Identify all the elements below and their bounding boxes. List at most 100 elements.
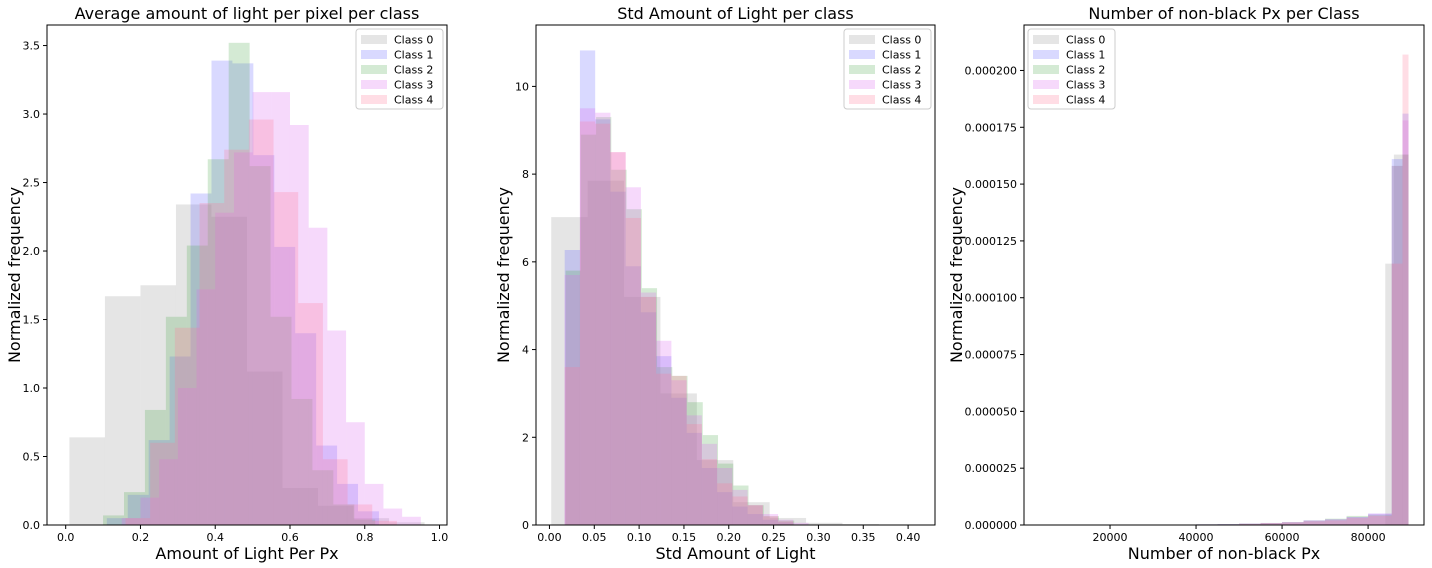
bar-class-3-bin-11 xyxy=(732,489,748,525)
legend-swatch-class-3 xyxy=(361,80,387,89)
x-tick-label: 0.4 xyxy=(206,531,224,544)
x-tick-label: 0.0 xyxy=(57,531,75,544)
series-class-1 xyxy=(106,60,379,526)
bar-class-4-bin-14 xyxy=(778,521,794,525)
bar-class-4-bin-8 xyxy=(322,459,348,525)
bar-class-1-bin-9 xyxy=(701,467,718,525)
bar-class-3-bin-4 xyxy=(196,289,216,525)
legend-label-class-1: Class 1 xyxy=(1066,49,1105,62)
bar-class-1-bin-9 xyxy=(1391,159,1403,525)
bar-class-3-bin-6 xyxy=(233,152,253,525)
y-tick-label: 3.0 xyxy=(23,108,41,121)
bar-class-4-bin-6 xyxy=(273,192,299,525)
bar-class-3-bin-5 xyxy=(640,292,657,525)
x-tick-label: 0.35 xyxy=(851,531,876,544)
legend-label-class-1: Class 1 xyxy=(394,49,433,62)
x-tick-label: 0.40 xyxy=(896,531,921,544)
bar-class-1-bin-1 xyxy=(579,50,596,525)
bar-class-1-bin-5 xyxy=(1303,520,1326,525)
bar-class-2-bin-5 xyxy=(641,288,658,525)
y-tick-label: 0.000075 xyxy=(965,349,1018,362)
x-tick-label: 0.25 xyxy=(761,531,786,544)
bar-class-3-bin-12 xyxy=(346,422,365,525)
x-tick-label: 40000 xyxy=(1179,531,1214,544)
bar-class-4-bin-3 xyxy=(610,152,626,525)
bar-class-2-bin-14 xyxy=(778,520,795,525)
bar-class-1-bin-6 xyxy=(656,356,672,525)
legend: Class 0 Class 1 Class 2 Class 3 Class 4 xyxy=(843,28,932,110)
bar-class-1-bin-10 xyxy=(717,492,733,525)
bar-class-1-bin-0 xyxy=(564,250,580,525)
legend-swatch-class-3 xyxy=(849,80,875,89)
series-class-3 xyxy=(121,92,421,526)
chart-title: Number of non-black Px per Class xyxy=(1088,4,1359,23)
bar-class-1-bin-1 xyxy=(127,494,149,525)
bar-class-0-bin-4 xyxy=(696,460,734,525)
bar-class-1-bin-7 xyxy=(1346,517,1369,525)
bar-class-2-bin-13 xyxy=(763,516,779,525)
legend-label-class-0: Class 0 xyxy=(882,34,921,47)
y-tick-label: 1.5 xyxy=(23,314,41,327)
x-tick-label: 0.8 xyxy=(356,531,374,544)
bar-class-4-bin-6 xyxy=(656,373,672,525)
y-tick-label: 0.000200 xyxy=(965,64,1018,77)
bar-class-2-bin-9 xyxy=(291,398,313,525)
bar-class-2-bin-10 xyxy=(312,470,334,525)
y-tick-label: 8 xyxy=(522,168,529,181)
legend-label-class-0: Class 0 xyxy=(394,34,433,47)
series-class-1 xyxy=(1196,113,1409,525)
bar-class-3-bin-2 xyxy=(1239,523,1261,525)
bar-class-2-bin-3 xyxy=(165,316,187,525)
series-class-3 xyxy=(564,108,809,525)
y-tick-label: 0.0 xyxy=(23,519,41,532)
bar-class-3-bin-5 xyxy=(1303,520,1326,525)
bar-class-4-bin-4 xyxy=(224,149,249,525)
legend-swatch-class-4 xyxy=(1033,95,1059,104)
legend-box xyxy=(843,28,932,110)
bar-class-4-bin-0 xyxy=(1239,523,1261,525)
y-tick-label: 1.0 xyxy=(23,382,41,395)
series-class-0 xyxy=(1385,154,1409,526)
bar-class-2-bin-6 xyxy=(228,42,250,526)
bar-class-0-bin-8 xyxy=(353,518,390,525)
bar-class-0-bin-9 xyxy=(389,522,425,525)
bar-class-3-bin-12 xyxy=(747,505,763,525)
bar-class-1-bin-7 xyxy=(671,397,687,525)
legend-swatch-class-0 xyxy=(361,35,387,44)
chart-title: Average amount of light per pixel per cl… xyxy=(75,4,420,23)
y-tick-label: 0 xyxy=(522,519,529,532)
bar-class-3-bin-13 xyxy=(364,483,384,525)
axes-frame xyxy=(46,24,448,526)
y-axis-label: Normalized frequency xyxy=(494,187,513,363)
bar-class-2-bin-4 xyxy=(1282,522,1304,525)
y-tick-label: 0.000125 xyxy=(965,235,1018,248)
bar-class-1-bin-8 xyxy=(1368,513,1392,525)
bar-class-2-bin-0 xyxy=(565,270,581,525)
bar-class-4-bin-9 xyxy=(347,504,373,525)
bar-class-4-bin-8 xyxy=(1402,54,1409,526)
legend-swatch-class-2 xyxy=(361,65,387,74)
bar-class-4-bin-2 xyxy=(595,123,611,526)
bar-class-4-bin-4 xyxy=(1325,520,1347,525)
bar-class-1-bin-8 xyxy=(274,246,296,526)
bar-class-1-bin-3 xyxy=(610,191,626,526)
y-tick-label: 2.5 xyxy=(23,177,41,190)
bar-class-2-bin-1 xyxy=(124,492,145,525)
bar-class-2-bin-11 xyxy=(733,485,749,525)
bar-class-2-bin-3 xyxy=(611,169,627,526)
x-tick-label: 0.20 xyxy=(717,531,742,544)
bar-class-3-bin-8 xyxy=(686,415,702,525)
bar-class-1-bin-4 xyxy=(625,266,641,525)
bar-class-4-bin-0 xyxy=(564,367,580,525)
legend-label-class-0: Class 0 xyxy=(1066,34,1105,47)
series-class-4 xyxy=(564,121,794,526)
bar-class-0-bin-3 xyxy=(660,393,697,525)
legend-label-class-4: Class 4 xyxy=(394,94,433,107)
axes-frame xyxy=(1023,24,1425,526)
bar-class-2-bin-7 xyxy=(249,166,271,525)
y-tick-label: 0.5 xyxy=(23,451,41,464)
legend-box xyxy=(1027,28,1116,110)
chart-1: 0.0 0.2 0.4 0.6 0.8 1.0 0.0 0.5 1.0 1.5 2.0 2.5 3.0 3… xyxy=(5,4,448,563)
bar-class-4-bin-1 xyxy=(579,121,596,526)
bar-class-1-bin-2 xyxy=(595,119,611,526)
